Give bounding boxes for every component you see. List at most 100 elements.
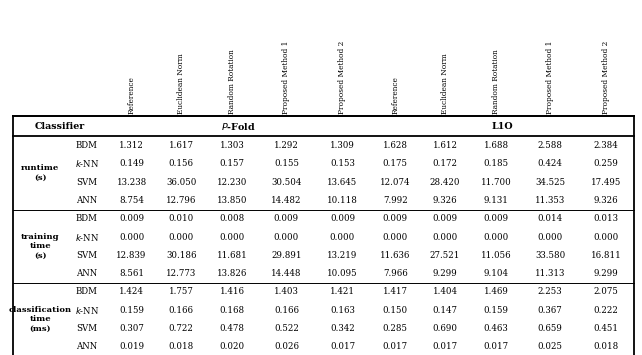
Text: 0.019: 0.019 [119, 343, 144, 351]
Text: Reference: Reference [392, 76, 399, 114]
Text: 0.017: 0.017 [383, 343, 408, 351]
Text: 12.230: 12.230 [217, 178, 247, 187]
Text: 0.147: 0.147 [433, 306, 458, 315]
Text: 0.008: 0.008 [220, 214, 245, 223]
Text: 0.009: 0.009 [119, 214, 144, 223]
Text: 0.424: 0.424 [538, 159, 562, 168]
Text: 0.153: 0.153 [330, 159, 355, 168]
Text: 1.309: 1.309 [330, 141, 355, 150]
Text: Proposed Method 2: Proposed Method 2 [602, 41, 611, 114]
Text: 0.722: 0.722 [169, 324, 194, 333]
Text: 11.056: 11.056 [481, 251, 511, 260]
Text: 0.522: 0.522 [274, 324, 299, 333]
Text: 0.259: 0.259 [594, 159, 619, 168]
Text: 0.017: 0.017 [483, 343, 508, 351]
Text: 1.757: 1.757 [169, 288, 194, 296]
Text: $k$-NN: $k$-NN [74, 305, 100, 316]
Text: 9.104: 9.104 [483, 269, 508, 278]
Text: 0.185: 0.185 [483, 159, 508, 168]
Text: 1.612: 1.612 [433, 141, 458, 150]
Text: 2.253: 2.253 [538, 288, 562, 296]
Text: ANN: ANN [76, 269, 98, 278]
Text: 0.157: 0.157 [220, 159, 245, 168]
Text: 0.000: 0.000 [220, 233, 245, 241]
Text: 0.000: 0.000 [119, 233, 144, 241]
Text: 11.700: 11.700 [481, 178, 512, 187]
Text: 0.017: 0.017 [330, 343, 355, 351]
Text: Euclidean Norm: Euclidean Norm [441, 53, 449, 114]
Text: 34.525: 34.525 [535, 178, 565, 187]
Text: 17.495: 17.495 [591, 178, 621, 187]
Text: 0.155: 0.155 [274, 159, 299, 168]
Text: 1.404: 1.404 [433, 288, 458, 296]
Text: 0.000: 0.000 [433, 233, 458, 241]
Text: 0.000: 0.000 [169, 233, 194, 241]
Text: 0.000: 0.000 [273, 233, 299, 241]
Text: 0.013: 0.013 [594, 214, 619, 223]
Text: 0.009: 0.009 [274, 214, 299, 223]
Text: 1.421: 1.421 [330, 288, 355, 296]
Text: 13.826: 13.826 [217, 269, 247, 278]
Text: 1.292: 1.292 [274, 141, 299, 150]
Text: 9.326: 9.326 [433, 196, 457, 205]
Text: 8.561: 8.561 [119, 269, 144, 278]
Text: 0.150: 0.150 [383, 306, 408, 315]
Text: 11.636: 11.636 [380, 251, 410, 260]
Text: 0.025: 0.025 [537, 343, 562, 351]
Text: training
time
(s): training time (s) [21, 233, 60, 260]
Text: 0.175: 0.175 [383, 159, 408, 168]
Text: $k$-NN: $k$-NN [74, 231, 100, 242]
Text: 30.186: 30.186 [166, 251, 196, 260]
Text: 0.659: 0.659 [538, 324, 562, 333]
Text: 0.166: 0.166 [274, 306, 299, 315]
Text: 27.521: 27.521 [430, 251, 460, 260]
Text: 1.628: 1.628 [383, 141, 408, 150]
Text: 14.448: 14.448 [271, 269, 302, 278]
Text: 28.420: 28.420 [429, 178, 460, 187]
Text: ANN: ANN [76, 343, 98, 351]
Text: 0.285: 0.285 [383, 324, 408, 333]
Text: 0.014: 0.014 [537, 214, 563, 223]
Text: 0.159: 0.159 [119, 306, 144, 315]
Text: 1.469: 1.469 [483, 288, 508, 296]
Text: 1.312: 1.312 [119, 141, 144, 150]
Text: 2.384: 2.384 [594, 141, 619, 150]
Text: 9.326: 9.326 [594, 196, 618, 205]
Text: 0.159: 0.159 [483, 306, 508, 315]
Text: 0.149: 0.149 [119, 159, 144, 168]
Text: 0.451: 0.451 [594, 324, 619, 333]
Text: 33.580: 33.580 [535, 251, 566, 260]
Text: 36.050: 36.050 [166, 178, 196, 187]
Text: 2.588: 2.588 [537, 141, 562, 150]
Text: Euclidean Norm: Euclidean Norm [177, 53, 186, 114]
Text: 0.017: 0.017 [433, 343, 458, 351]
Text: Random Rotation: Random Rotation [492, 49, 500, 114]
Text: 0.367: 0.367 [538, 306, 562, 315]
Text: 0.342: 0.342 [330, 324, 355, 333]
Text: $k$-NN: $k$-NN [74, 158, 100, 169]
Text: 14.482: 14.482 [271, 196, 302, 205]
Text: 0.463: 0.463 [483, 324, 508, 333]
Text: 0.010: 0.010 [169, 214, 194, 223]
Text: 30.504: 30.504 [271, 178, 302, 187]
Text: 12.773: 12.773 [166, 269, 196, 278]
Text: 12.839: 12.839 [116, 251, 147, 260]
Text: 0.222: 0.222 [594, 306, 619, 315]
Text: 13.238: 13.238 [116, 178, 146, 187]
Text: 29.891: 29.891 [271, 251, 302, 260]
Text: 7.966: 7.966 [383, 269, 408, 278]
Text: 0.000: 0.000 [483, 233, 508, 241]
Text: 9.299: 9.299 [594, 269, 619, 278]
Text: 0.690: 0.690 [433, 324, 458, 333]
Text: 1.416: 1.416 [220, 288, 245, 296]
Text: 16.811: 16.811 [591, 251, 621, 260]
Text: 0.009: 0.009 [330, 214, 355, 223]
Text: 12.796: 12.796 [166, 196, 196, 205]
Text: 1.303: 1.303 [220, 141, 245, 150]
Text: 8.754: 8.754 [119, 196, 144, 205]
Text: classification
time
(ms): classification time (ms) [8, 306, 72, 333]
Text: 0.009: 0.009 [383, 214, 408, 223]
Text: 12.074: 12.074 [380, 178, 411, 187]
Text: 1.403: 1.403 [274, 288, 299, 296]
Text: Random Rotation: Random Rotation [229, 49, 236, 114]
